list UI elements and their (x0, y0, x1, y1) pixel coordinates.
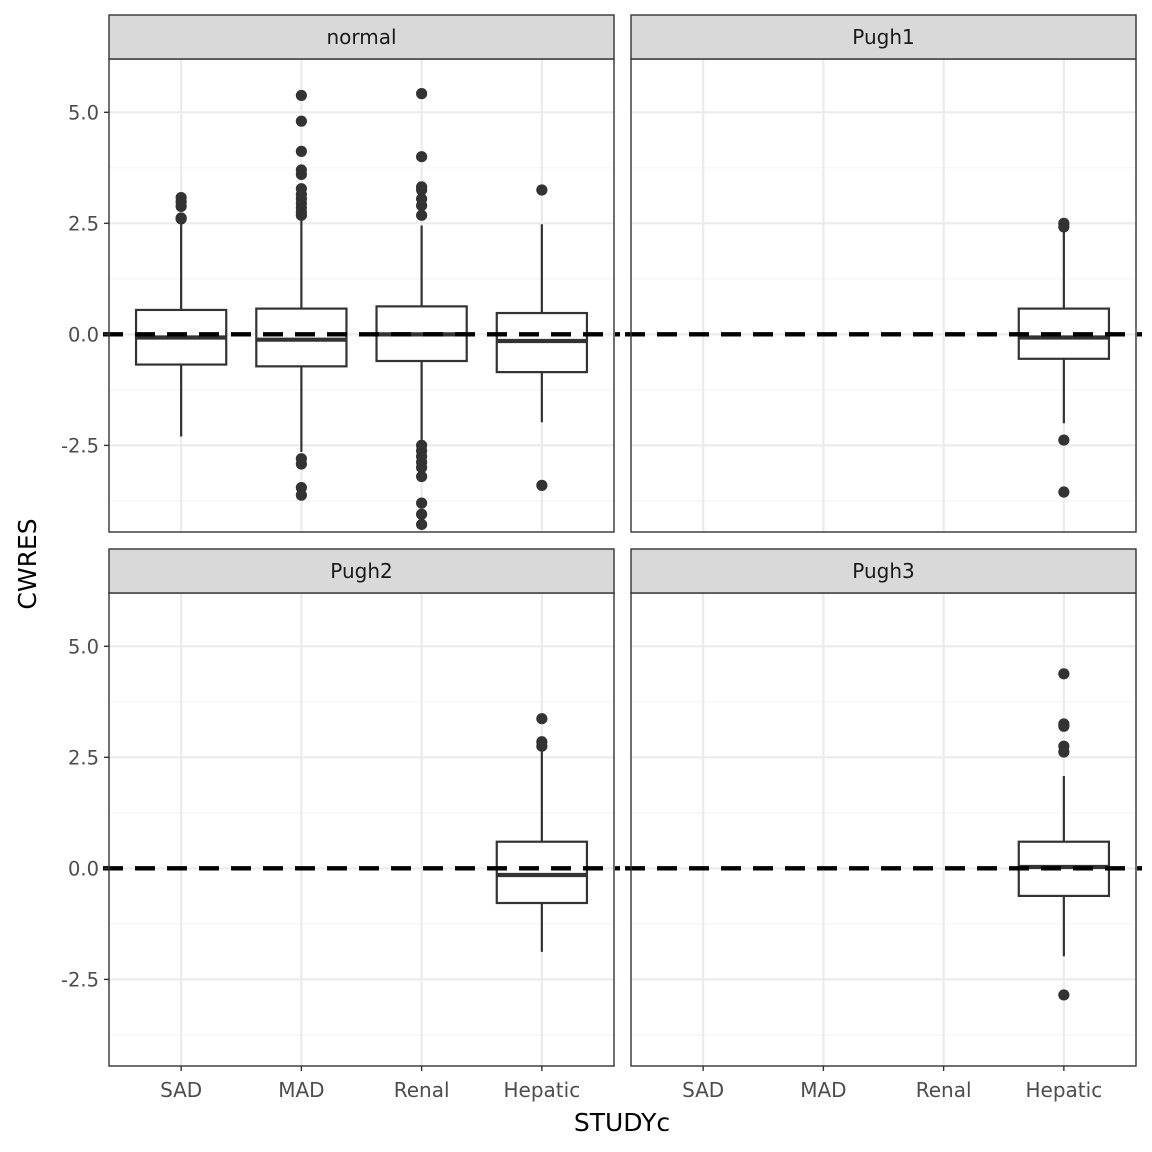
outlier-point (295, 115, 307, 127)
outlier-point (295, 145, 307, 157)
outlier-point (416, 518, 428, 531)
facet-panel-normal: normal (103, 14, 620, 533)
outlier-point (1058, 740, 1070, 752)
box-hepatic (1017, 217, 1111, 498)
outlier-point (416, 462, 428, 474)
outlier-point (416, 88, 428, 100)
facet-strip-label: Pugh2 (330, 559, 392, 583)
outlier-point (416, 193, 428, 205)
x-tick-label: SAD (682, 1078, 724, 1102)
facet-strip (108, 14, 615, 60)
facet-strip-label: normal (326, 25, 396, 49)
y-tick-label: -2.5 (61, 434, 99, 457)
outlier-point (295, 89, 307, 102)
outlier-point (1058, 668, 1070, 680)
x-tick-label: MAD (800, 1078, 846, 1102)
outlier-point (295, 489, 307, 501)
box-hepatic (495, 713, 589, 952)
outlier-point (175, 212, 187, 224)
facet-strip (630, 14, 1137, 60)
facet-strip-label: Pugh1 (852, 25, 914, 49)
panel-background (631, 59, 1136, 532)
facet-panel-Pugh1: Pugh1 (625, 14, 1142, 533)
box-hepatic (495, 184, 589, 491)
x-tick-label: Renal (394, 1078, 450, 1102)
outlier-point (1058, 434, 1070, 446)
outlier-point (536, 479, 548, 491)
outlier-point (1058, 486, 1070, 498)
outlier-point (536, 736, 548, 748)
outlier-point (295, 183, 307, 195)
x-axis-title: STUDYc (574, 1108, 670, 1137)
box-iqr (255, 307, 348, 368)
outlier-point (536, 184, 548, 196)
box-sad (134, 191, 228, 437)
x-tick-label: Hepatic (1026, 1078, 1103, 1102)
x-tick-label: MAD (278, 1078, 324, 1102)
outlier-point (295, 458, 307, 470)
y-tick-label: -2.5 (61, 968, 99, 991)
outlier-point (416, 181, 428, 193)
panel-background (631, 593, 1136, 1066)
facet-strip (108, 548, 615, 594)
outlier-point (416, 497, 428, 509)
outlier-point (1058, 217, 1070, 229)
facet-strip (630, 548, 1137, 594)
box-iqr (495, 840, 589, 905)
outlier-point (536, 713, 548, 725)
y-tick-label: 0.0 (68, 323, 99, 346)
outlier-point (295, 164, 307, 176)
outlier-point (1058, 718, 1070, 730)
outlier-point (1058, 989, 1070, 1001)
y-tick-label: 2.5 (68, 212, 99, 235)
facet-panel-Pugh3: Pugh3 (625, 548, 1142, 1067)
outlier-point (416, 151, 428, 163)
facet-panel-Pugh2: Pugh2 (103, 548, 620, 1067)
box-iqr (1017, 307, 1111, 360)
x-tick-label: Hepatic (504, 1078, 581, 1102)
box-mad (255, 89, 348, 501)
facet-panels: normal Pugh1 Pugh2 Pugh3 (103, 14, 1142, 1067)
y-tick-label: 5.0 (68, 101, 99, 124)
panel-background (109, 59, 614, 532)
y-tick-label: 0.0 (68, 857, 99, 880)
x-tick-label: SAD (160, 1078, 202, 1102)
outlier-point (416, 470, 428, 483)
x-tick-label: Renal (916, 1078, 972, 1102)
outlier-point (175, 191, 187, 204)
outlier-point (416, 209, 428, 221)
facet-strip-label: Pugh3 (852, 559, 914, 583)
y-axis-title: CWRES (13, 518, 42, 609)
axes: -2.5 0.0 2.5 5.0 -2.5 0.0 2.5 5.0 SAD MAD Renal Hep… (61, 101, 1102, 1102)
y-tick-label: 5.0 (68, 635, 99, 658)
outlier-point (416, 508, 428, 520)
panel-background (109, 593, 614, 1066)
y-tick-label: 2.5 (68, 746, 99, 769)
